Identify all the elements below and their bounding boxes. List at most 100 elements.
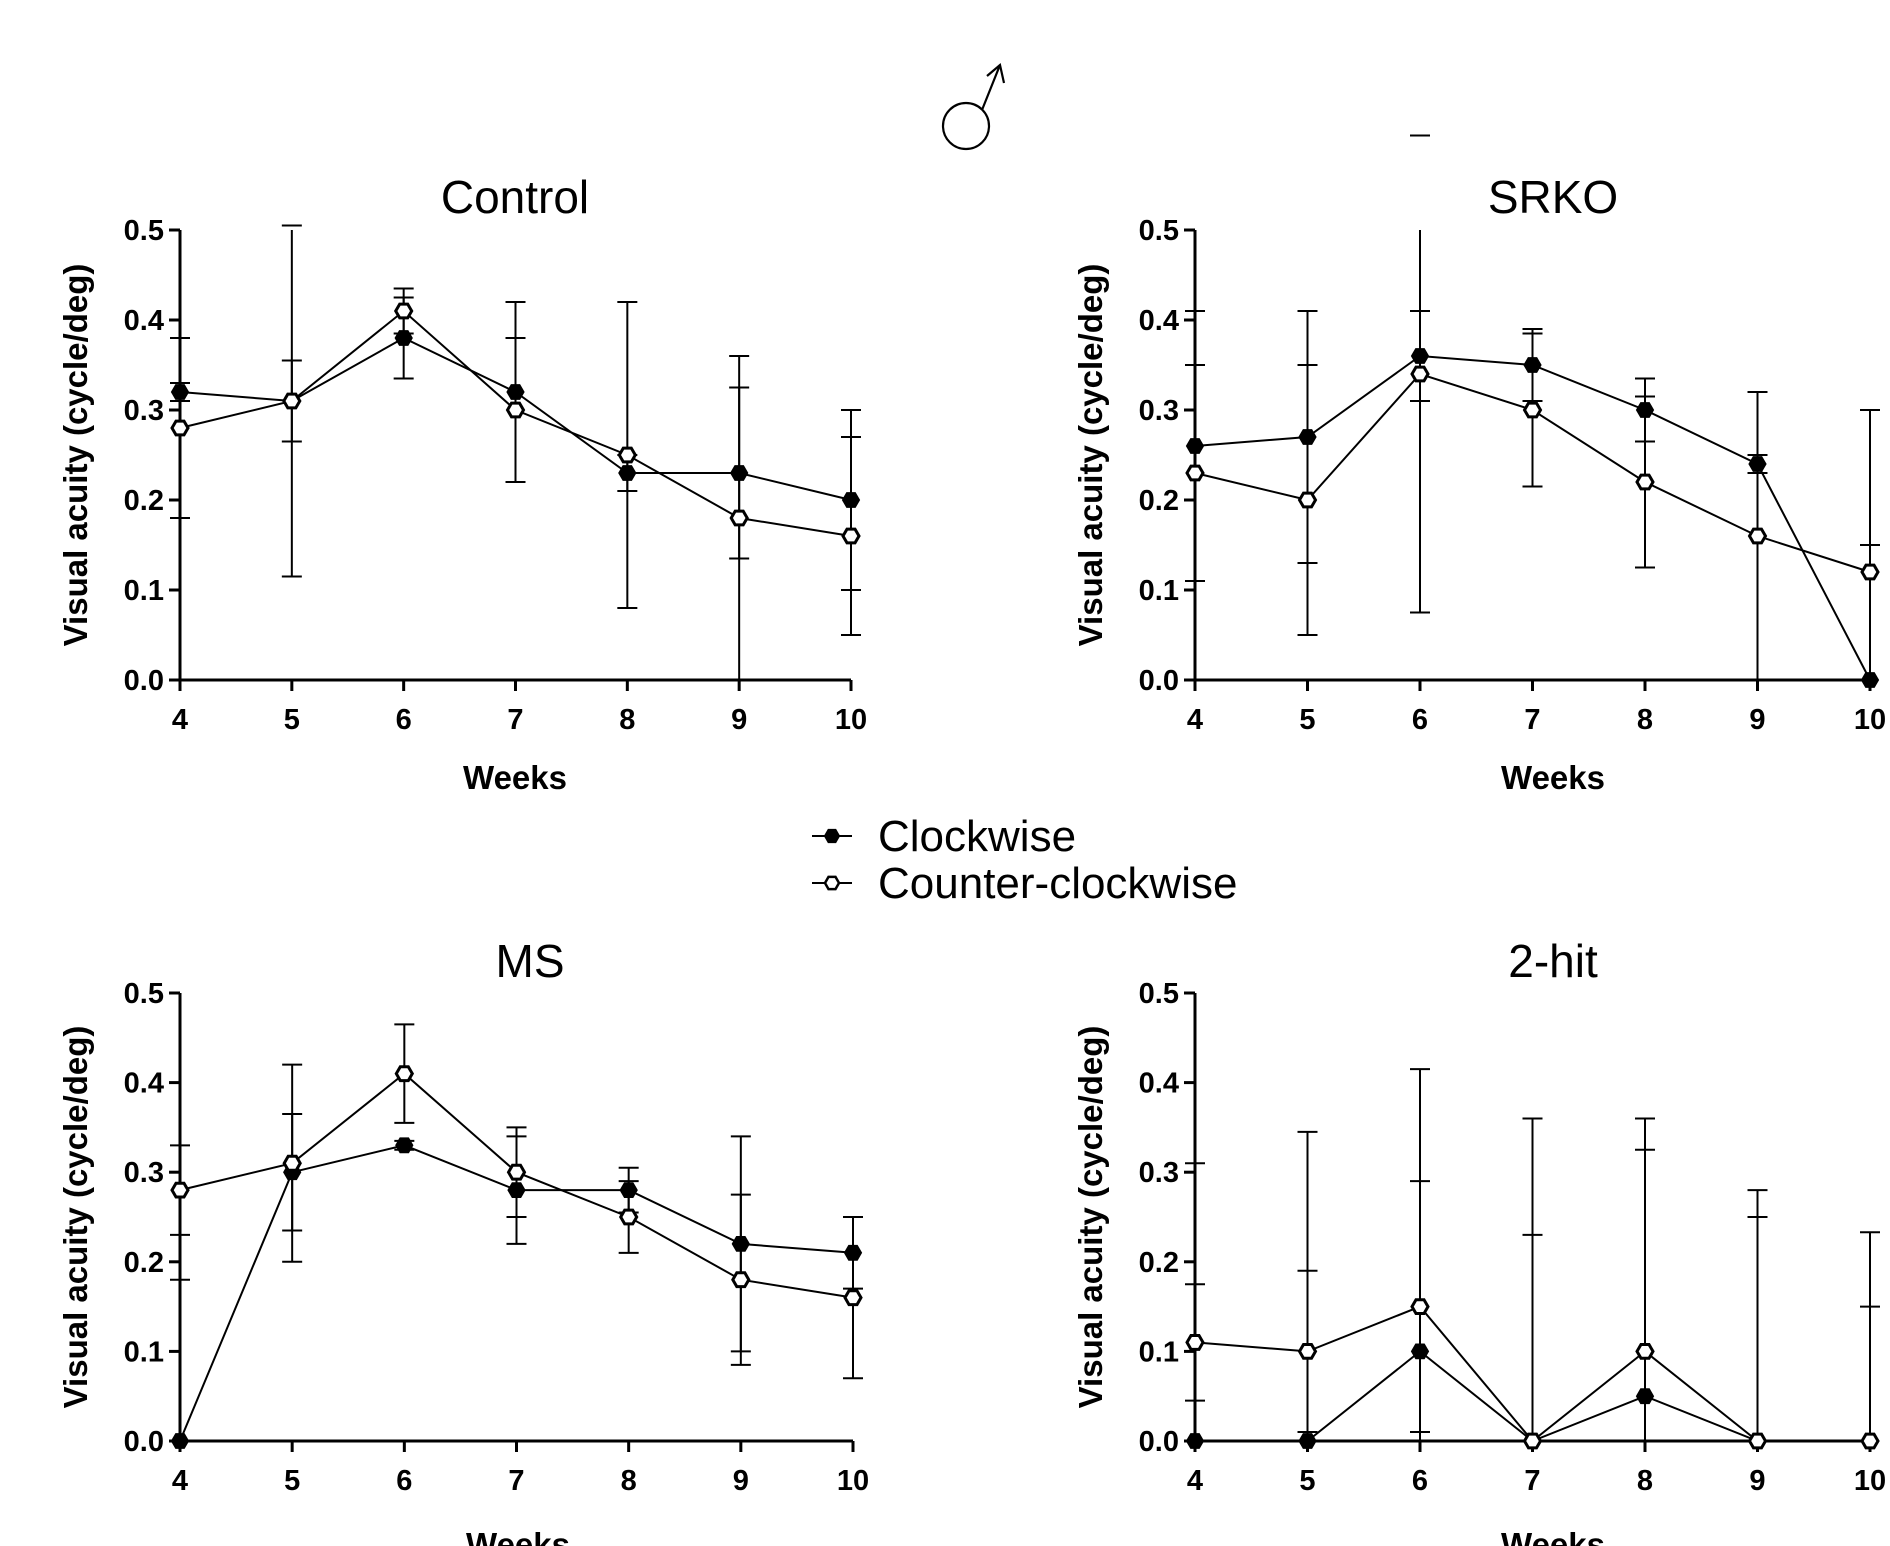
x-tick-label: 10 (1854, 1465, 1886, 1497)
x-tick-label: 6 (396, 704, 412, 736)
legend: Clockwise Counter-clockwise (812, 812, 1237, 908)
data-point-counter-clockwise (618, 1208, 639, 1226)
data-point-counter-clockwise (282, 1154, 302, 1172)
panel-ms: MS Weeks Visual acuity (cycle/deg) 0.0 0.… (57, 935, 869, 1546)
x-tick-label: 10 (835, 704, 867, 736)
y-tick-label: 0.3 (124, 395, 164, 427)
y-axis-label: Visual acuity (cycle/deg) (1072, 1026, 1109, 1409)
y-tick-label: 0.4 (1139, 1068, 1179, 1100)
y-tick-label: 0.2 (124, 1247, 164, 1279)
x-tick-label: 5 (284, 1465, 300, 1497)
panel-control: Control Weeks Visual acuity (cycle/deg) … (57, 171, 867, 796)
data-point-counter-clockwise (1297, 491, 1318, 509)
y-tick-label: 0.5 (1139, 215, 1179, 247)
data-point-clockwise (1298, 1433, 1317, 1449)
data-point-clockwise (1185, 1433, 1205, 1449)
data-point-counter-clockwise (1635, 473, 1655, 491)
data-point-counter-clockwise (170, 1181, 190, 1199)
series-counter-clockwise (170, 1023, 863, 1380)
male-symbol-icon: ♂ (941, 62, 1006, 151)
data-point-counter-clockwise (1522, 401, 1543, 419)
x-axis-label: Weeks (1501, 759, 1605, 796)
y-tick-label: 0.4 (124, 305, 164, 337)
series-counter-clockwise (1185, 134, 1880, 680)
y-tick-label: 0.1 (1139, 575, 1179, 607)
data-point-counter-clockwise (1410, 365, 1430, 383)
y-axis-label: Visual acuity (cycle/deg) (57, 1026, 94, 1409)
y-tick-label: 0.2 (124, 485, 164, 517)
data-point-counter-clockwise (506, 1163, 527, 1181)
x-tick-label: 6 (1412, 704, 1428, 736)
data-point-counter-clockwise (1747, 1432, 1768, 1450)
data-point-clockwise (395, 1137, 414, 1154)
x-tick-label: 10 (837, 1465, 869, 1497)
x-tick-label: 9 (1749, 1465, 1765, 1497)
x-tick-label: 6 (396, 1465, 412, 1497)
series-counter-clockwise (1185, 1117, 1880, 1450)
panel-srko: SRKO Weeks Visual acuity (cycle/deg) 0.0… (1072, 134, 1886, 796)
data-point-clockwise (394, 330, 413, 346)
panel-title: SRKO (1488, 171, 1618, 223)
x-tick-label: 10 (1854, 704, 1886, 736)
legend-marker-filled-icon (823, 828, 841, 844)
y-axis-label: Visual acuity (cycle/deg) (57, 264, 94, 647)
x-tick-label: 8 (1637, 1465, 1653, 1497)
data-point-counter-clockwise (1635, 1343, 1655, 1360)
data-point-counter-clockwise (841, 527, 861, 545)
x-tick-label: 8 (1637, 704, 1653, 736)
x-axis-label: Weeks (1501, 1526, 1605, 1546)
legend-item-counter-clockwise: Counter-clockwise (812, 859, 1237, 908)
y-tick-label: 0.1 (1139, 1336, 1179, 1368)
x-tick-label: 8 (619, 704, 635, 736)
x-tick-label: 9 (1749, 704, 1765, 736)
y-tick-label: 0.5 (1139, 978, 1179, 1010)
data-point-counter-clockwise (394, 1065, 415, 1083)
data-point-counter-clockwise (1297, 1343, 1318, 1360)
data-point-counter-clockwise (1522, 1432, 1543, 1450)
panel-title: 2-hit (1508, 935, 1598, 987)
panel-title: MS (496, 935, 565, 987)
data-point-counter-clockwise (170, 419, 190, 437)
data-point-counter-clockwise (505, 401, 526, 419)
y-tick-label: 0.3 (124, 1157, 164, 1189)
legend-item-clockwise: Clockwise (812, 812, 1076, 861)
y-tick-label: 0.3 (1139, 395, 1179, 427)
series-counter-clockwise (170, 224, 861, 680)
x-tick-label: 5 (284, 704, 300, 736)
x-axis-label: Weeks (466, 1526, 570, 1546)
x-axis-label: Weeks (463, 759, 567, 796)
data-point-counter-clockwise (282, 392, 302, 410)
x-tick-label: 7 (1524, 1465, 1540, 1497)
x-tick-label: 8 (621, 1465, 637, 1497)
y-tick-label: 0.1 (124, 575, 164, 607)
data-point-counter-clockwise (1860, 1432, 1880, 1450)
y-tick-label: 0.0 (1139, 1426, 1179, 1458)
x-tick-label: 4 (172, 1465, 188, 1497)
x-tick-label: 7 (507, 704, 523, 736)
data-point-counter-clockwise (1185, 1334, 1205, 1351)
y-axis-label: Visual acuity (cycle/deg) (1072, 264, 1109, 647)
data-point-clockwise (170, 1433, 190, 1449)
y-tick-label: 0.2 (1139, 1247, 1179, 1279)
legend-counter-clockwise-label: Counter-clockwise (878, 859, 1237, 908)
legend-marker-open-icon (823, 875, 841, 891)
x-tick-label: 4 (172, 704, 188, 736)
y-tick-label: 0.4 (1139, 305, 1179, 337)
x-tick-label: 5 (1299, 1465, 1315, 1497)
y-tick-label: 0.0 (1139, 665, 1179, 697)
legend-clockwise-label: Clockwise (878, 812, 1076, 861)
data-point-counter-clockwise (1747, 527, 1768, 545)
x-tick-label: 4 (1187, 1465, 1203, 1497)
x-tick-label: 4 (1187, 704, 1203, 736)
data-point-counter-clockwise (1185, 464, 1205, 482)
data-point-counter-clockwise (617, 446, 638, 464)
panel-2-hit: 2-hit Weeks Visual acuity (cycle/deg) 0.… (1072, 935, 1886, 1546)
data-point-counter-clockwise (1410, 1298, 1430, 1315)
data-point-counter-clockwise (1860, 563, 1880, 581)
y-tick-label: 0.5 (124, 978, 164, 1010)
data-point-counter-clockwise (731, 1271, 751, 1289)
data-point-counter-clockwise (393, 302, 414, 320)
y-tick-label: 0.3 (1139, 1157, 1179, 1189)
y-tick-label: 0.0 (124, 665, 164, 697)
